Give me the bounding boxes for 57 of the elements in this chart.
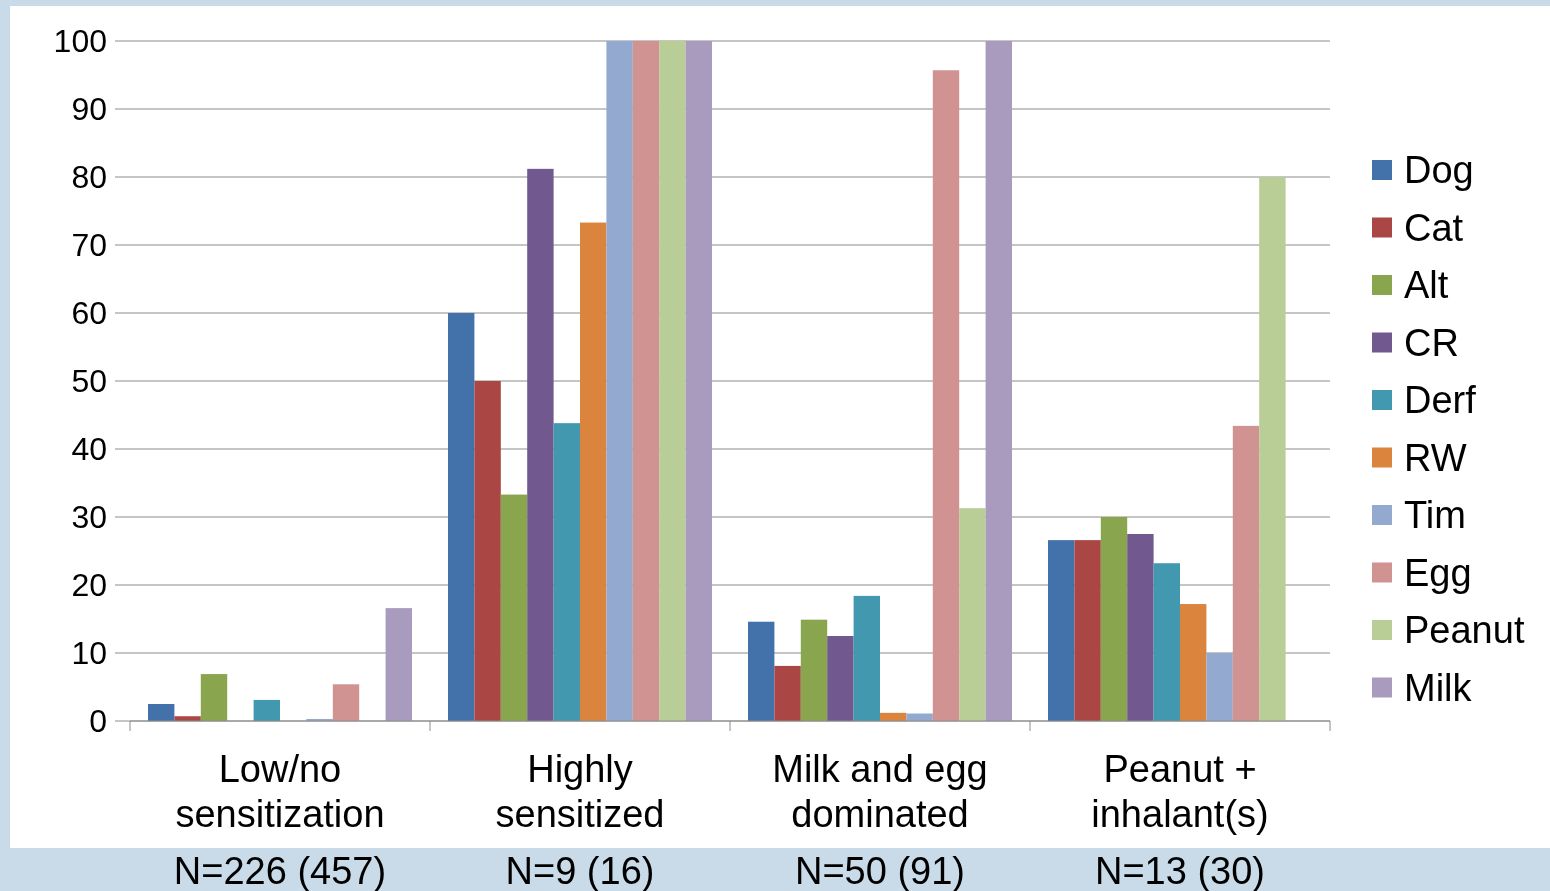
y-tick-label: 50 (71, 362, 107, 399)
bar (580, 222, 607, 721)
bar (448, 313, 475, 721)
x-tick-label: Highly sensitized (495, 748, 665, 835)
y-tick-label: 80 (71, 158, 107, 195)
legend-label: Dog (1404, 149, 1474, 191)
y-tick-label: 30 (71, 498, 107, 535)
y-tick-label: 100 (53, 22, 107, 59)
y-tick-label: 60 (71, 294, 107, 331)
bar (1232, 425, 1260, 721)
y-tick-label: 0 (89, 702, 107, 739)
bar (659, 41, 686, 721)
bar (148, 704, 175, 721)
bar (1074, 540, 1101, 721)
bar (853, 595, 880, 721)
bar (632, 41, 660, 721)
legend-label: CR (1404, 321, 1459, 364)
legend-label: Tim (1404, 494, 1466, 536)
bar (474, 381, 501, 721)
bar (1048, 540, 1075, 721)
y-tick-label: 90 (71, 90, 107, 127)
legend-label: RW (1404, 436, 1467, 479)
bar (685, 41, 712, 721)
bar (500, 494, 528, 721)
bar (932, 70, 960, 721)
bar (1153, 563, 1180, 721)
bar (1127, 534, 1154, 721)
y-tick-label: 40 (71, 430, 107, 467)
bar (1100, 517, 1128, 721)
bar (985, 41, 1012, 721)
x-tick-label: Milk and egg dominated (772, 748, 988, 835)
legend-label: Egg (1404, 551, 1472, 594)
legend-label: Peanut (1404, 609, 1525, 651)
bar (959, 508, 986, 721)
legend-label: Cat (1404, 206, 1464, 249)
bar (553, 423, 580, 721)
x-tick-label: Low/no sensitization (175, 748, 385, 835)
y-tick-label: 10 (71, 634, 107, 671)
y-tick-label: 20 (71, 566, 107, 603)
legend-label: Alt (1404, 264, 1449, 306)
bar (774, 665, 801, 721)
legend-label: Milk (1404, 666, 1473, 709)
x-tick-label: Peanut + inhalant(s) (1091, 748, 1269, 835)
bar (1180, 604, 1207, 721)
bar (527, 168, 554, 721)
bar (606, 41, 633, 721)
bar (253, 699, 280, 721)
bar (1259, 177, 1286, 721)
bar (827, 636, 854, 721)
bar (800, 619, 828, 721)
bar (200, 674, 228, 721)
y-tick-label: 70 (71, 226, 107, 263)
bar (748, 621, 775, 721)
bar (332, 684, 360, 721)
bar (1206, 653, 1233, 721)
bar (385, 608, 412, 721)
legend-label: Derf (1404, 379, 1477, 421)
